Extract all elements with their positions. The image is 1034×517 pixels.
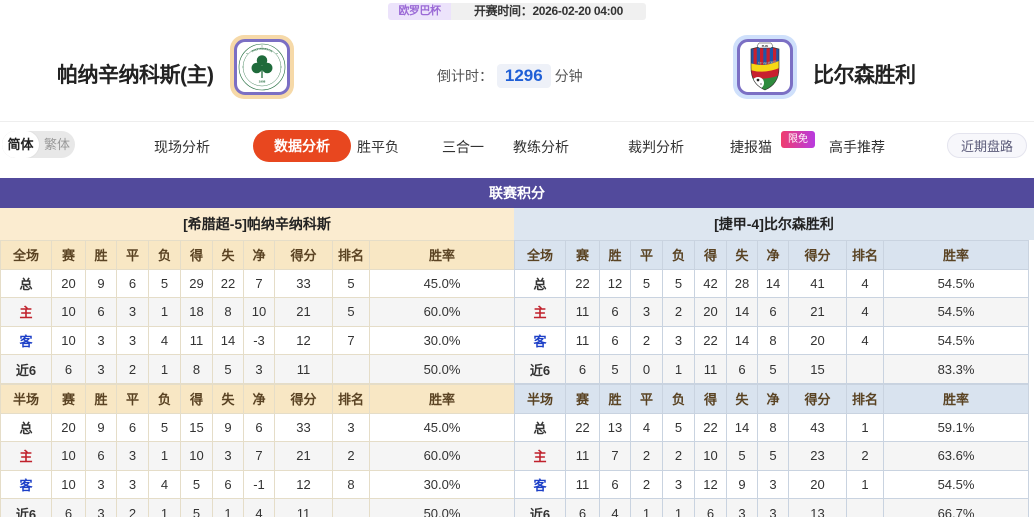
svg-text:PLZE: PLZE (762, 45, 769, 48)
svg-text:1908: 1908 (259, 80, 266, 84)
